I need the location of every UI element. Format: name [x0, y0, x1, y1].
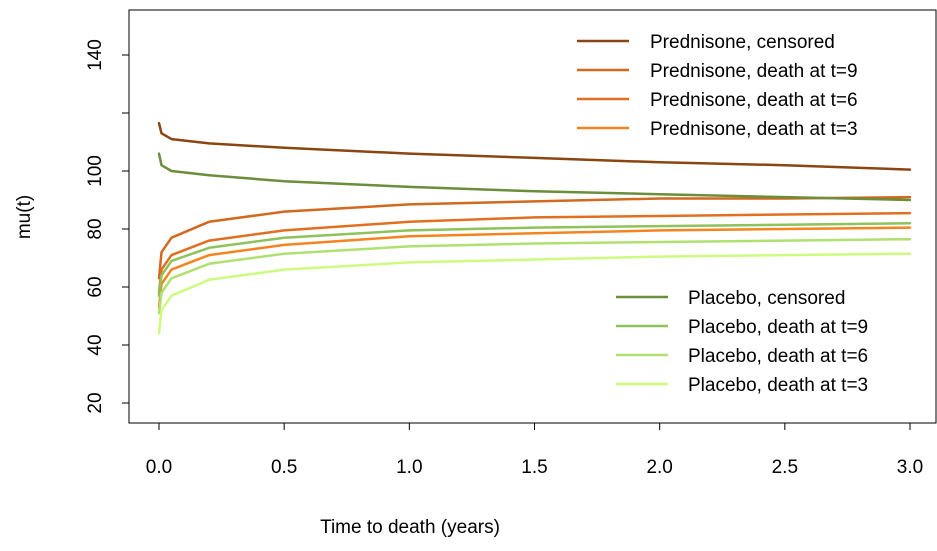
legend-label: Prednisone, death at t=6 [650, 90, 858, 111]
legend-label: Placebo, censored [688, 288, 845, 309]
x-tick-label: 0.0 [146, 457, 172, 478]
y-tick-label: 140 [85, 39, 106, 71]
x-tick-label: 3.0 [897, 457, 923, 478]
y-tick-label: 100 [85, 155, 106, 187]
legend-label: Prednisone, death at t=9 [650, 61, 858, 82]
x-axis: 0.0 0.5 1.0 1.5 2.0 2.5 3.0 [146, 422, 923, 478]
y-tick-label: 40 [85, 334, 106, 355]
x-tick-label: 1.5 [521, 457, 547, 478]
series-line-6 [157, 237, 912, 315]
legend-label: Prednisone, death at t=3 [650, 119, 858, 140]
x-tick-label: 0.5 [271, 457, 297, 478]
series-layer [157, 121, 912, 335]
y-axis: 20 40 60 80 100 140 [85, 39, 130, 414]
series-line-1 [157, 195, 912, 280]
x-tick-label: 2.0 [646, 457, 672, 478]
legend-label: Placebo, death at t=3 [688, 375, 868, 396]
x-tick-label: 2.5 [772, 457, 798, 478]
series-line-3 [157, 226, 912, 309]
series-line-5 [157, 221, 912, 297]
series-line-0 [157, 121, 912, 171]
series-line-2 [157, 211, 912, 295]
series-line-7 [157, 252, 912, 335]
y-tick-label: 60 [85, 276, 106, 297]
legend-label: Prednisone, censored [650, 32, 835, 53]
y-tick-label: 80 [85, 218, 106, 239]
x-axis-label: Time to death (years) [320, 517, 500, 538]
legend-label: Placebo, death at t=9 [688, 317, 868, 338]
legend-layer: Prednisone, censored Prednisone, death at… [577, 32, 868, 396]
legend-label: Placebo, death at t=6 [688, 346, 868, 367]
series-line-4 [157, 152, 912, 202]
x-tick-label: 1.0 [396, 457, 422, 478]
y-tick-label: 20 [85, 392, 106, 413]
y-axis-label: mu(t) [14, 195, 35, 239]
